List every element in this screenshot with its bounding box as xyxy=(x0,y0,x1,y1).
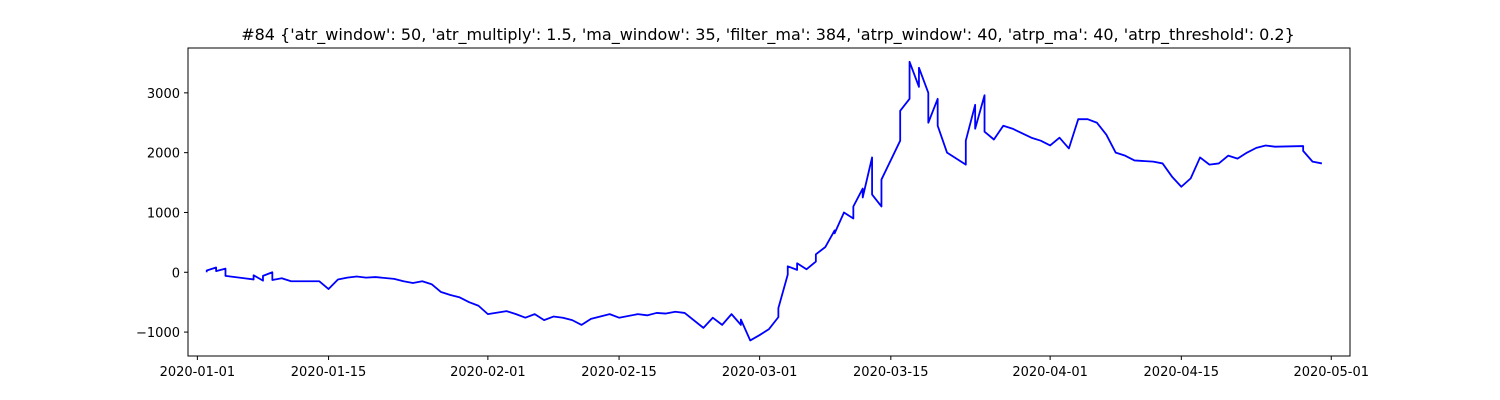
x-tick-label: 2020-01-01 xyxy=(160,365,236,380)
y-tick-label: 2000 xyxy=(147,147,180,162)
y-tick-label: 3000 xyxy=(147,87,180,102)
y-tick-label: −1000 xyxy=(136,326,180,341)
x-tick-label: 2020-04-01 xyxy=(1012,365,1088,380)
x-tick-label: 2020-04-15 xyxy=(1144,365,1220,380)
axes-frame xyxy=(187,47,1351,357)
plot-area: 2020-01-01 2020-01-15 2020-02-01 2020-02-15… xyxy=(136,47,1369,380)
series-line-0 xyxy=(205,60,1323,342)
x-tick-label: 2020-02-15 xyxy=(581,365,657,380)
x-tick-label: 2020-02-01 xyxy=(450,365,526,380)
x-tick-label: 2020-03-01 xyxy=(722,365,798,380)
y-tick-label: 1000 xyxy=(147,206,180,221)
chart-title: #84 {'atr_window': 50, 'atr_multiply': 1… xyxy=(241,25,1295,45)
x-tick-label: 2020-01-15 xyxy=(291,365,367,380)
y-tick-label: 0 xyxy=(172,266,180,281)
x-tick-label: 2020-05-01 xyxy=(1293,365,1369,380)
x-tick-label: 2020-03-15 xyxy=(853,365,929,380)
